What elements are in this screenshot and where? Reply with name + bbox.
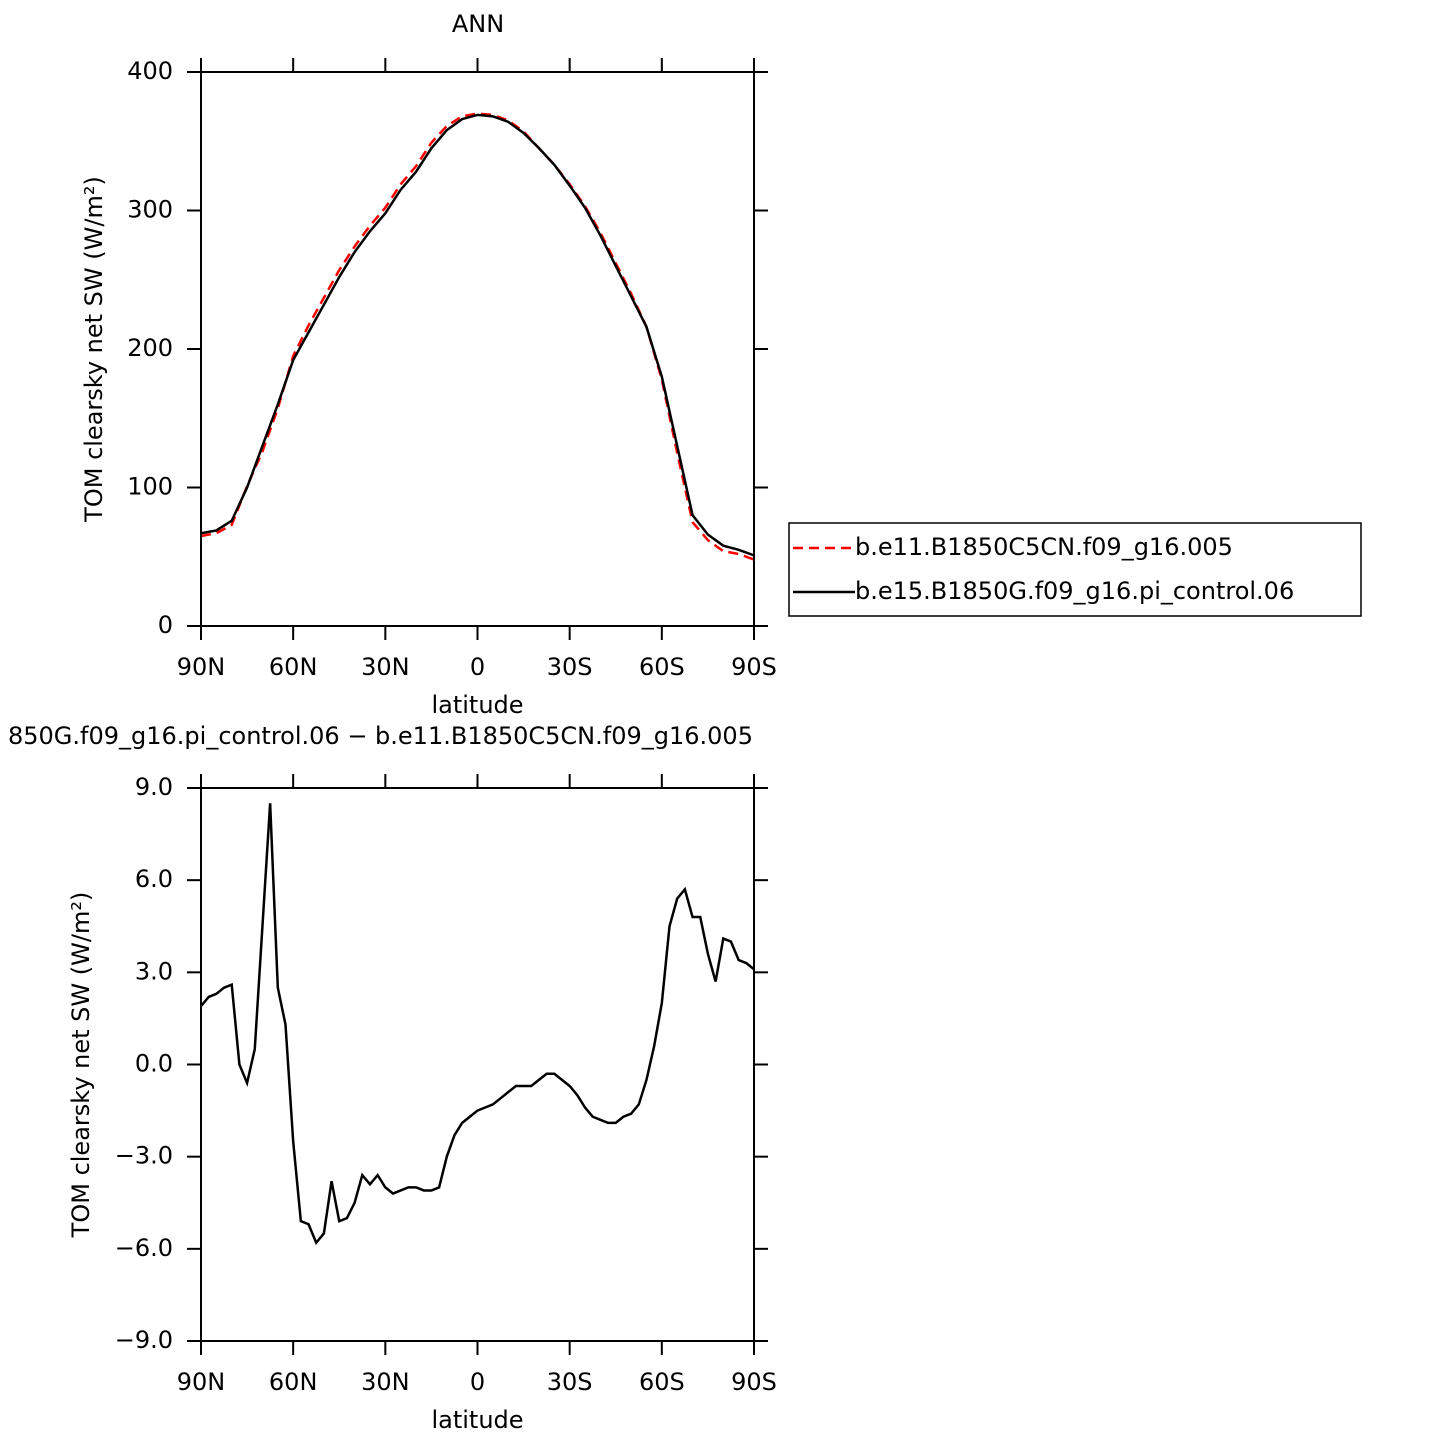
x-axis-label: latitude	[431, 1406, 523, 1434]
plot-frame	[200, 787, 755, 1342]
y-tick-label: 6.0	[135, 865, 173, 893]
x-tick-label: 30S	[547, 653, 593, 681]
x-tick-label: 0	[470, 1368, 485, 1396]
x-tick-label: 60S	[639, 1368, 685, 1396]
y-tick-label: 400	[127, 57, 173, 85]
x-axis-label: latitude	[431, 691, 523, 719]
legend-box	[788, 522, 1362, 617]
y-tick-label: −3.0	[115, 1142, 173, 1170]
legend-label: b.e15.B1850G.f09_g16.pi_control.06	[855, 577, 1294, 605]
x-tick-label: 90S	[731, 653, 777, 681]
data-line	[200, 803, 755, 1246]
x-tick-label: 0	[470, 653, 485, 681]
y-tick-label: 9.0	[135, 773, 173, 801]
y-tick-label: 3.0	[135, 957, 173, 985]
y-axis-label: TOM clearsky net SW (W/m²)	[80, 176, 108, 523]
y-tick-label: 300	[127, 196, 173, 224]
plot-frame	[200, 71, 755, 627]
y-axis-label: TOM clearsky net SW (W/m²)	[67, 892, 95, 1239]
x-tick-label: 60N	[269, 653, 318, 681]
x-tick-label: 60S	[639, 653, 685, 681]
x-tick-label: 90N	[177, 653, 226, 681]
y-tick-label: −9.0	[115, 1326, 173, 1354]
y-tick-label: 100	[127, 473, 173, 501]
data-line	[200, 112, 755, 561]
x-tick-label: 30N	[361, 1368, 410, 1396]
y-tick-label: 0.0	[135, 1050, 173, 1078]
x-tick-label: 30S	[547, 1368, 593, 1396]
y-tick-label: −6.0	[115, 1234, 173, 1262]
legend-label: b.e11.B1850C5CN.f09_g16.005	[855, 533, 1233, 561]
chart-title: 850G.f09_g16.pi_control.06 − b.e11.B1850…	[8, 722, 753, 750]
x-tick-label: 60N	[269, 1368, 318, 1396]
chart-title: ANN	[452, 10, 504, 38]
y-tick-label: 0	[158, 611, 173, 639]
x-tick-label: 90S	[731, 1368, 777, 1396]
data-line	[200, 113, 755, 557]
y-tick-label: 200	[127, 334, 173, 362]
x-tick-label: 90N	[177, 1368, 226, 1396]
x-tick-label: 30N	[361, 653, 410, 681]
